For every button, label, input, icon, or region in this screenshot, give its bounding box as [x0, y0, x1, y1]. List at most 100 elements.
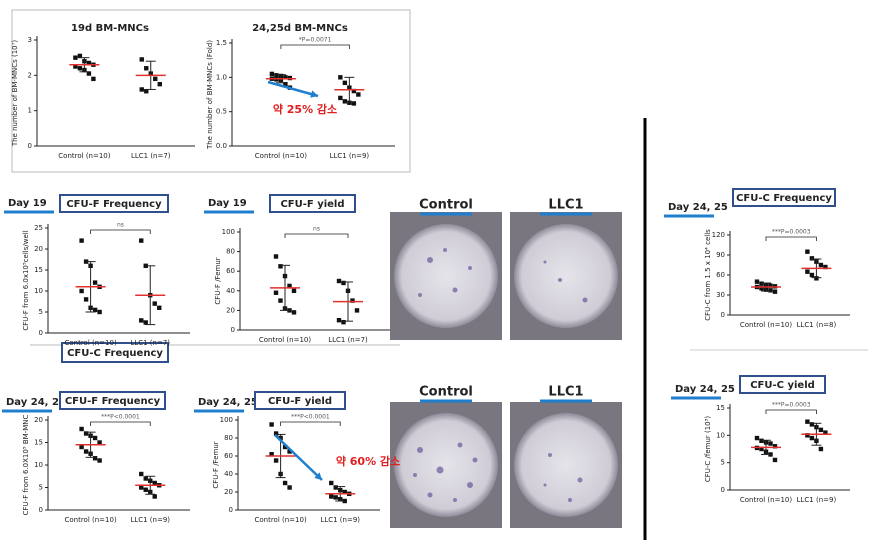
point — [92, 456, 98, 461]
x-tick-label: Control (n=10) — [259, 336, 311, 344]
point — [92, 307, 98, 313]
colonies — [413, 248, 588, 502]
x-tick-label: Control (n=10) — [740, 321, 792, 329]
point — [768, 288, 773, 293]
y-tick-label: 0.0 — [216, 142, 227, 150]
point — [283, 75, 288, 80]
y-axis-label: CFU-C /femur (10³) — [704, 416, 712, 483]
x-tick-label: Control (n=10) — [740, 496, 792, 504]
significance-bracket — [280, 421, 341, 426]
point — [809, 256, 815, 261]
point — [754, 435, 760, 441]
x-tick-label: LLC1 (n=7) — [131, 152, 171, 160]
y-tick-label: 15 — [34, 439, 43, 447]
x-tick-label: LLC1 (n=7) — [130, 339, 170, 347]
point — [143, 320, 148, 325]
panel-frame — [11, 9, 411, 173]
y-tick-label: 60 — [716, 271, 725, 279]
point — [772, 444, 778, 449]
point — [273, 431, 279, 436]
y-tick-label: 20 — [34, 416, 43, 424]
point — [139, 238, 144, 243]
point — [287, 283, 292, 289]
point — [818, 446, 824, 452]
y-tick-label: 5 — [39, 308, 43, 316]
significance-bracket — [765, 409, 817, 414]
point — [336, 278, 342, 284]
point — [333, 485, 338, 490]
point — [329, 480, 334, 486]
y-tick-label: 40 — [224, 470, 233, 478]
y-tick-label: 20 — [34, 245, 43, 253]
chart-title: 24,25d BM-MNCs — [252, 23, 348, 34]
point — [823, 264, 828, 270]
x-tick-label: LLC1 (n=9) — [320, 516, 360, 524]
chart-title: CFU-F yield — [268, 396, 332, 407]
point — [152, 480, 157, 486]
x-tick-label: Control (n=10) — [64, 516, 116, 524]
point — [92, 435, 98, 441]
significance-bracket — [280, 44, 350, 49]
chart-title: 19d BM-MNCs — [71, 23, 149, 34]
y-tick-label: 100 — [220, 416, 233, 424]
significance-label: ***P=0.0003 — [772, 402, 811, 409]
title-box — [59, 391, 166, 410]
photos — [390, 212, 622, 528]
point — [342, 80, 348, 86]
y-tick-label: 10 — [716, 431, 725, 439]
point — [768, 441, 773, 446]
point — [153, 76, 158, 82]
point — [759, 446, 764, 452]
x-tick-label: Control (n=10) — [255, 152, 307, 160]
point — [805, 249, 810, 254]
section-label: CFU-C Frequency — [67, 348, 163, 359]
point — [351, 88, 357, 94]
point — [351, 101, 357, 106]
arrow-head — [314, 472, 322, 480]
point — [273, 290, 279, 295]
point — [79, 426, 84, 432]
y-axis-label: The number of BM-MNCs (Fold) — [206, 40, 214, 150]
point — [269, 71, 275, 77]
point — [79, 238, 84, 243]
point — [83, 297, 89, 302]
point — [139, 318, 144, 323]
point — [283, 82, 288, 87]
y-axis-label: The number of BM-MNCs (10⁷) — [11, 40, 19, 148]
point — [269, 452, 274, 457]
point — [273, 458, 279, 463]
arrow — [267, 80, 319, 98]
significance-label: ***P<0.0001 — [291, 414, 330, 421]
point — [139, 57, 144, 62]
point — [278, 298, 283, 303]
y-tick-label: 0 — [229, 506, 233, 514]
y-tick-label: 80 — [224, 434, 233, 442]
significance-bracket — [765, 236, 817, 241]
annotation-note: 약 25% 감소 — [273, 102, 337, 116]
y-tick-label: 5 — [721, 459, 725, 467]
point — [823, 430, 828, 435]
point — [350, 298, 355, 303]
point — [759, 438, 764, 443]
y-tick-label: 90 — [716, 251, 725, 259]
significance-bracket — [284, 233, 349, 238]
y-tick-label: 10 — [34, 287, 43, 295]
point — [92, 280, 98, 285]
significance-label: ns — [117, 222, 124, 229]
point — [139, 485, 144, 490]
y-tick-label: 0 — [231, 326, 235, 334]
point — [329, 494, 334, 499]
point — [144, 89, 149, 94]
y-tick-label: 0 — [721, 311, 725, 319]
y-axis-label: CFU-F from 6.0X10⁵ BM-MNC — [22, 415, 30, 516]
annotation-note: 약 60% 감소 — [336, 454, 400, 468]
x-tick-label: LLC1 (n=8) — [797, 321, 837, 329]
day-label: Day 24, 25 — [668, 202, 728, 213]
point — [157, 81, 162, 87]
y-tick-label: 60 — [224, 452, 233, 460]
y-tick-label: 80 — [226, 248, 235, 256]
y-tick-label: 60 — [226, 267, 235, 275]
y-tick-label: 20 — [226, 306, 235, 314]
y-axis-label: CFU-F from 6.0x10⁵cells/well — [22, 230, 30, 330]
